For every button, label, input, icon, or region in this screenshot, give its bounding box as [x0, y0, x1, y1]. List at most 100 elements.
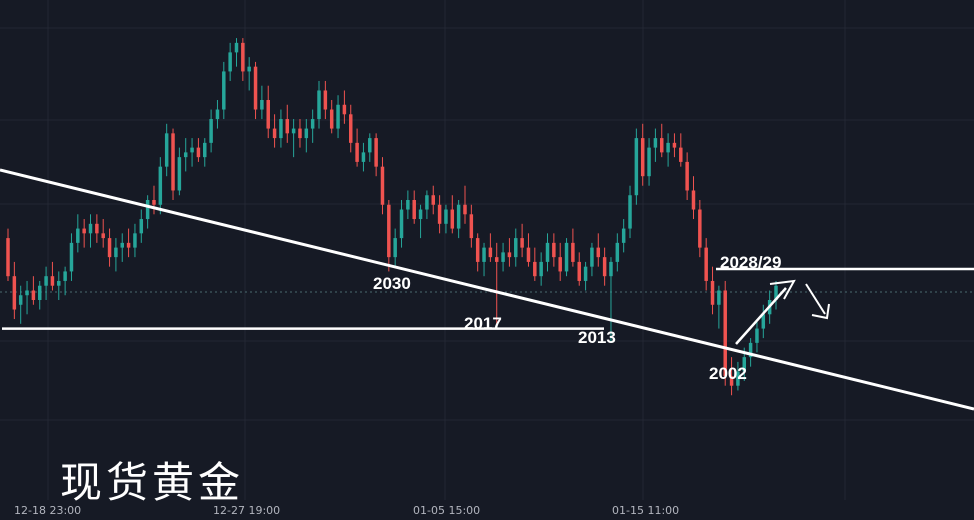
candle-body — [12, 276, 17, 310]
candle-body — [304, 128, 309, 139]
candle-body — [437, 204, 442, 224]
candle-body — [679, 147, 683, 162]
candle-body — [158, 166, 163, 205]
candle-body — [95, 223, 99, 234]
candle-body — [285, 119, 290, 134]
candle-body — [145, 200, 150, 220]
drop-arrow-head — [811, 303, 830, 320]
candle-body — [317, 90, 321, 120]
candle-body — [450, 209, 455, 229]
candle-body — [329, 109, 334, 129]
candle-body — [545, 242, 550, 262]
candle-body — [6, 238, 10, 277]
candle-body — [247, 66, 251, 72]
candle-body — [660, 138, 664, 153]
candle-body — [653, 138, 658, 148]
candle-body — [133, 233, 137, 248]
candle-body — [291, 128, 296, 134]
candle-body — [361, 152, 366, 162]
candle-body — [37, 285, 42, 300]
candle-body — [698, 209, 702, 248]
candle-body — [539, 261, 543, 277]
candle-body — [444, 209, 448, 224]
candle-body — [533, 261, 537, 277]
candle-body — [520, 238, 524, 248]
candle-body — [272, 128, 277, 139]
drop-arrow — [805, 283, 826, 315]
candle-body — [114, 247, 118, 258]
candle-body — [755, 328, 759, 343]
candle-body — [552, 242, 556, 258]
candle-body — [577, 261, 581, 281]
candle-body — [18, 295, 23, 305]
candle-body — [647, 147, 651, 177]
candle-body — [526, 247, 531, 262]
candle-body — [228, 52, 232, 72]
candle-body — [31, 290, 36, 300]
candle-body — [25, 290, 29, 296]
rally-arrow — [735, 287, 787, 345]
candle-body — [69, 242, 74, 272]
candle-body — [88, 223, 93, 234]
candle-body — [82, 228, 86, 234]
candle-body — [336, 104, 340, 129]
candle-body — [190, 147, 194, 153]
candle-body — [463, 204, 467, 215]
label-2013: 2013 — [578, 328, 616, 347]
candle-body — [241, 42, 245, 72]
candle-body — [393, 238, 397, 258]
candle-body — [177, 157, 182, 191]
candle-body — [406, 200, 410, 210]
candle-body — [729, 376, 734, 386]
candle-body — [742, 357, 747, 372]
candle-body — [298, 128, 302, 139]
candle-body — [469, 214, 474, 239]
candle-body — [456, 204, 461, 229]
x-tick-label: 01-15 11:00 — [612, 504, 679, 517]
candle-body — [425, 195, 429, 210]
candle-body — [710, 280, 715, 305]
rally-arrow-head — [769, 279, 796, 300]
candle-body — [120, 242, 124, 248]
label-2002: 2002 — [709, 364, 747, 383]
candle-body — [691, 190, 696, 210]
candle-body — [615, 242, 620, 262]
candle-body — [628, 195, 632, 229]
candle-body — [107, 238, 112, 258]
candle-body — [196, 147, 201, 158]
candle-body — [602, 257, 607, 277]
candle-body — [266, 100, 270, 129]
drawings — [0, 168, 974, 411]
candle-body — [234, 42, 239, 53]
candle-body — [57, 280, 61, 286]
candle-body — [514, 238, 518, 258]
candle-body — [222, 71, 226, 110]
candle-body — [76, 228, 80, 243]
candle-body — [323, 90, 328, 110]
candle-body — [494, 257, 499, 262]
candle-body — [590, 247, 594, 267]
candle-body — [342, 104, 347, 115]
candle-body — [736, 371, 740, 386]
candle-body — [152, 200, 156, 205]
candle-body — [63, 271, 67, 281]
candle-body — [558, 257, 562, 272]
label-2028-29: 2028/29 — [720, 253, 781, 272]
candle-body — [640, 138, 645, 177]
candle-body — [634, 138, 639, 196]
candle-body — [666, 142, 670, 153]
candle-body — [774, 285, 778, 300]
candle-body — [171, 133, 175, 191]
candle-body — [488, 247, 493, 258]
candle-body — [215, 109, 220, 120]
candle-body — [44, 276, 48, 286]
candle-body — [717, 290, 721, 305]
candle-body — [564, 242, 569, 272]
candle-body — [139, 219, 144, 234]
candle-body — [183, 152, 188, 158]
downtrend-line — [0, 168, 974, 411]
candles — [6, 38, 778, 396]
candle-body — [203, 142, 207, 158]
candle-body — [571, 242, 575, 262]
